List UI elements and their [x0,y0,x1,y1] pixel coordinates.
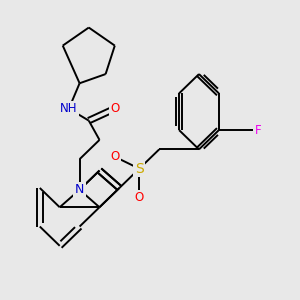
Text: O: O [135,191,144,204]
Text: O: O [110,102,119,115]
Text: NH: NH [60,102,78,115]
Text: S: S [135,162,144,176]
Text: O: O [110,150,119,163]
Text: F: F [255,124,262,136]
Text: N: N [75,183,84,196]
